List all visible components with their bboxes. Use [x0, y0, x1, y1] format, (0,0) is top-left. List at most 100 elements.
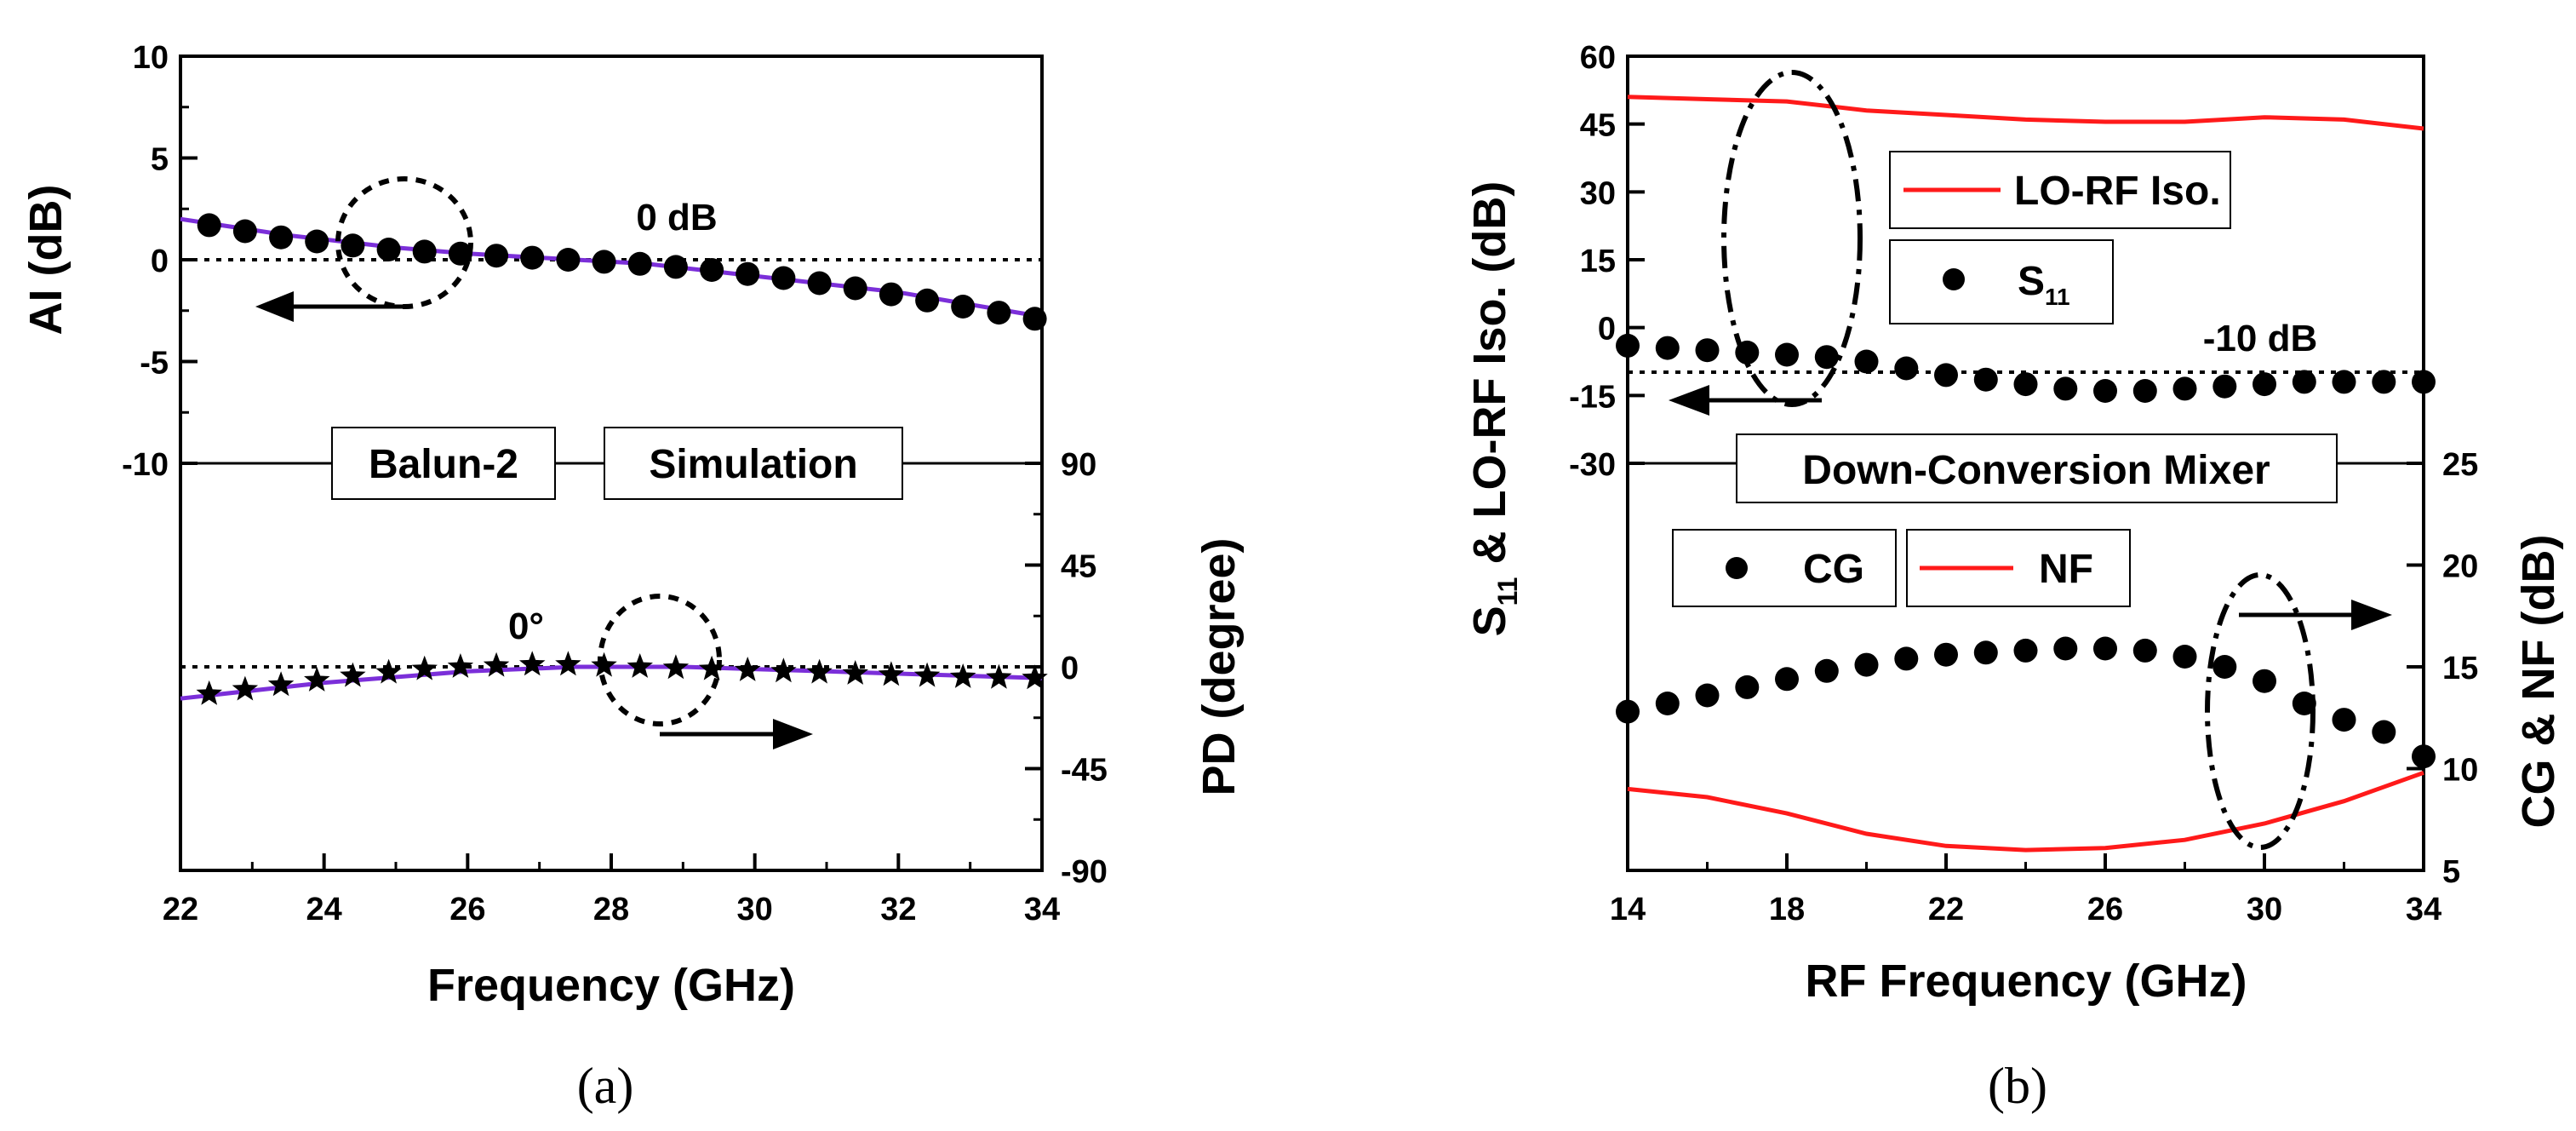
- s11-point: [1894, 356, 1919, 381]
- ai-measured-point: [412, 239, 437, 264]
- panel-a-left-axis-label: AI (dB): [20, 185, 72, 336]
- pd-measured-point: [267, 671, 295, 697]
- panel-a: 22 24 26 28 30 32 34 10 5 0 -5 -10 90 45 0 -45 -90 0 d…: [20, 40, 1245, 1114]
- panel-a-right-tick-label: 0: [1061, 651, 1079, 686]
- pd-measured-point: [411, 655, 438, 680]
- s11-legend: S11: [1889, 239, 2114, 324]
- panel-b-x-tick-label: 22: [1928, 892, 1964, 927]
- s11-point: [2172, 376, 2197, 401]
- panel-a-right-tick-label: 45: [1061, 549, 1096, 585]
- ai-measured-point: [484, 244, 509, 268]
- right-arrow-icon-b: [2239, 600, 2392, 630]
- s11-point: [2132, 379, 2157, 403]
- s11-axis-rest: & LO-RF Iso. (dB): [1464, 181, 1515, 577]
- lo-rf-iso-legend: LO-RF Iso.: [1889, 151, 2231, 229]
- pd-dotted-ellipse: [598, 594, 722, 726]
- pd-measured-point: [735, 657, 761, 681]
- cg-point: [1854, 652, 1879, 677]
- panel-b-x-tick-label: 30: [2247, 892, 2282, 927]
- panel-b-x-tick-label: 14: [1610, 892, 1646, 927]
- s11-legend-label: S11: [2018, 259, 2070, 310]
- zero-db-annotation: 0 dB: [636, 197, 717, 238]
- panel-b-left-tick-label: -30: [1569, 447, 1616, 483]
- panel-b-right-ticks: 25 20 15 10 5: [2407, 447, 2478, 890]
- s11-point: [1775, 342, 1799, 367]
- cg-point: [2412, 744, 2436, 769]
- pd-measured-point: [1022, 664, 1048, 690]
- panel-a-right-tick-label: 90: [1061, 447, 1096, 483]
- pd-measured-point: [519, 651, 546, 676]
- panel-b: 14 18 22 26 30 34 60 45 30 15 0 -15 -30 25 20 15 10 5 -…: [1464, 40, 2564, 1114]
- cg-point: [1814, 658, 1839, 683]
- pd-measured-point: [986, 663, 1012, 689]
- ai-measured-point: [700, 258, 724, 282]
- panel-a-right-tick-label: -45: [1061, 753, 1108, 789]
- cg-point: [2372, 720, 2396, 744]
- cg-point: [2013, 638, 2038, 663]
- zero-degree-annotation: 0°: [508, 606, 544, 647]
- panel-a-x-tick-label: 26: [449, 892, 485, 927]
- panel-b-right-axis-label: CG & NF (dB): [2513, 535, 2564, 829]
- cg-point: [1894, 646, 1919, 671]
- cg-points: [1616, 636, 2436, 769]
- panel-a-x-axis-label: Frequency (GHz): [427, 960, 795, 1011]
- balun-label: Balun-2: [369, 442, 518, 487]
- panel-b-left-tick-label: 0: [1598, 312, 1616, 347]
- ai-measured-point: [627, 251, 652, 276]
- s11-point: [1695, 338, 1720, 363]
- s11-points: [1616, 333, 2436, 403]
- panel-a-x-ticks: 22 24 26 28 30 32 34: [163, 853, 1060, 927]
- panel-b-left-tick-label: 15: [1580, 244, 1616, 279]
- panel-a-x-tick-label: 32: [880, 892, 916, 927]
- ai-measured-point: [592, 250, 616, 274]
- pd-measured-point: [698, 655, 725, 680]
- down-conversion-mixer-box: Down-Conversion Mixer: [1736, 433, 2338, 503]
- panel-b-x-axis-label: RF Frequency (GHz): [1805, 956, 2247, 1007]
- s11-point: [2093, 379, 2117, 403]
- ai-measured-point: [232, 219, 257, 244]
- panel-a-right-tick-label: -90: [1061, 854, 1108, 890]
- panel-b-left-tick-label: -15: [1569, 379, 1616, 415]
- pd-measured-point: [340, 662, 366, 687]
- ai-measured-point: [951, 295, 976, 319]
- s11-axis-sub: 11: [1492, 577, 1523, 606]
- panel-a-caption: (a): [577, 1058, 634, 1114]
- ai-measured-point: [1022, 307, 1047, 331]
- ai-measured-point: [269, 225, 294, 250]
- panel-a-right-ticks: 90 45 0 -45 -90: [1025, 447, 1108, 890]
- panel-b-right-tick-label: 25: [2442, 447, 2478, 483]
- panel-a-left-tick-label: 5: [151, 142, 169, 178]
- pd-measured-point: [913, 662, 941, 687]
- panel-a-x-tick-label: 22: [163, 892, 198, 927]
- ai-measured-point: [807, 271, 832, 296]
- panel-b-left-tick-label: 60: [1580, 40, 1616, 76]
- ai-measured-point: [915, 288, 940, 313]
- panel-b-right-tick-label: 15: [2442, 651, 2478, 686]
- cg-point: [2053, 636, 2078, 661]
- ai-measured-point: [305, 229, 329, 254]
- panel-b-right-tick-label: 20: [2442, 549, 2478, 585]
- s11-point: [2332, 370, 2356, 394]
- panel-a-right-axis-label: PD (degree): [1194, 537, 1245, 795]
- panel-b-x-ticks: 14 18 22 26 30 34: [1610, 853, 2441, 927]
- ai-measured-point: [520, 245, 545, 270]
- panel-b-right-tick-label: 5: [2442, 854, 2460, 890]
- panel-b-caption: (b): [1988, 1058, 2047, 1114]
- ai-measured-point: [556, 248, 581, 272]
- pd-measured-points: [196, 651, 1048, 705]
- panel-a-x-tick-label: 24: [306, 892, 342, 927]
- pd-measured-point: [483, 652, 510, 677]
- left-group-ellipse: [1721, 70, 1863, 407]
- panel-a-x-tick-label: 28: [593, 892, 629, 927]
- ai-measured-point: [771, 266, 796, 290]
- ai-measured-point: [448, 241, 472, 266]
- left-arrow-icon-b: [1669, 385, 1822, 416]
- cg-point: [2332, 708, 2356, 732]
- lo-rf-isolation-curve: [1627, 95, 2424, 131]
- ai-measured-points: [197, 213, 1047, 331]
- cg-point: [2132, 638, 2157, 663]
- pd-measured-point: [627, 653, 653, 678]
- left-arrow-icon: [255, 291, 407, 322]
- s11-point: [1934, 363, 1958, 388]
